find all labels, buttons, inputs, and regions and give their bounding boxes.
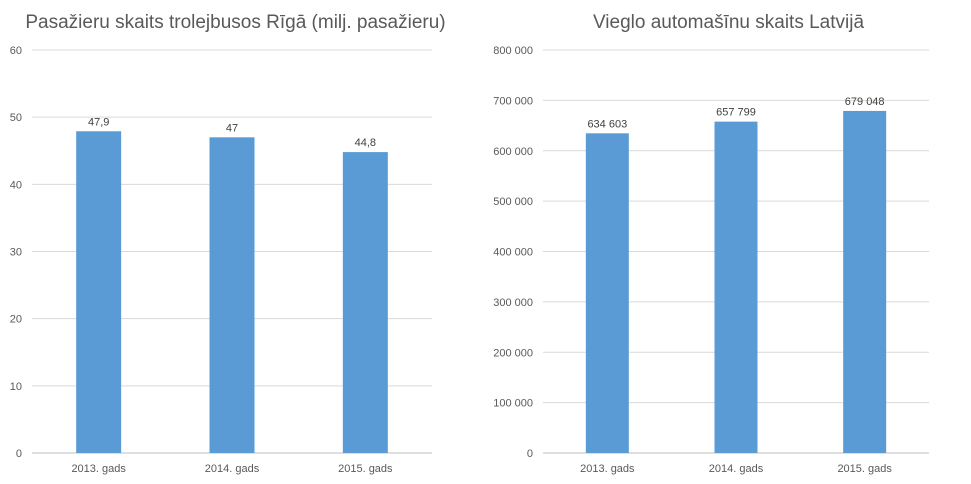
y-tick-label: 700 000 [493, 95, 533, 107]
trolleybus-passengers-chart: Pasažieru skaits trolejbusos Rīgā (milj.… [0, 0, 471, 484]
x-category-label: 2014. gads [709, 463, 764, 475]
y-tick-label: 200 000 [493, 347, 533, 359]
x-category-label: 2013. gads [71, 463, 126, 475]
passenger-cars-chart: Vieglo automašīnu skaits Latvijā 0 100 00… [486, 0, 971, 484]
x-category-label: 2015. gads [837, 463, 892, 475]
bar [585, 133, 629, 454]
y-tick-label: 300 000 [493, 297, 533, 309]
chart-plot-area: 0 100 000 200 000 300 000 400 000 500 000 600 … [493, 45, 929, 475]
y-tick-label: 100 000 [493, 398, 533, 410]
data-label: 634 603 [587, 118, 627, 130]
data-label: 47 [226, 122, 238, 134]
y-tick-label: 400 000 [493, 247, 533, 259]
y-tick-label: 0 [527, 448, 533, 460]
bar [714, 121, 758, 453]
y-tick-label: 20 [10, 314, 22, 326]
y-tick-label: 30 [10, 247, 22, 259]
y-tick-label: 10 [10, 381, 22, 393]
y-tick-label: 50 [10, 112, 22, 124]
data-label: 44,8 [355, 137, 376, 149]
y-tick-label: 60 [10, 45, 22, 57]
bar [209, 137, 255, 454]
data-label: 679 048 [845, 96, 885, 108]
y-tick-label: 0 [16, 448, 22, 460]
bar [342, 152, 388, 454]
bar [76, 131, 122, 453]
y-tick-label: 40 [10, 179, 22, 191]
y-tick-label: 800 000 [493, 45, 533, 57]
chart-title: Vieglo automašīnu skaits Latvijā [592, 12, 865, 33]
bar [843, 110, 887, 454]
chart-plot-area: 0 10 20 30 40 50 60 47,9 2013. gads 47 2014. gads 4… [10, 45, 432, 475]
x-category-label: 2015. gads [338, 463, 393, 475]
chart-title: Pasažieru skaits trolejbusos Rīgā (milj.… [25, 12, 446, 33]
x-category-label: 2014. gads [205, 463, 260, 475]
data-label: 47,9 [88, 116, 109, 128]
y-tick-label: 600 000 [493, 146, 533, 158]
data-label: 657 799 [716, 107, 756, 119]
x-category-label: 2013. gads [580, 463, 635, 475]
y-tick-label: 500 000 [493, 196, 533, 208]
